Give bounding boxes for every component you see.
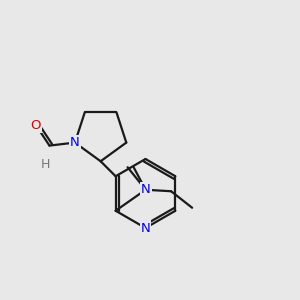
Text: N: N [141,221,150,235]
Text: O: O [31,119,41,132]
Text: N: N [70,136,80,149]
Text: H: H [40,158,50,171]
Text: N: N [141,183,151,196]
